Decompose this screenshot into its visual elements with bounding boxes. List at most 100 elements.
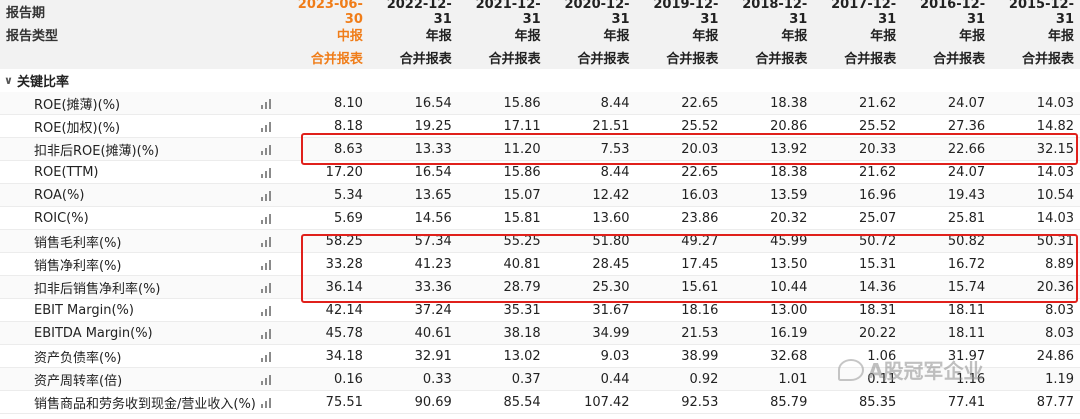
bar-chart-icon[interactable] xyxy=(261,305,272,316)
value-cell: 14.82 xyxy=(1036,118,1075,134)
value-cell: 15.86 xyxy=(503,164,541,180)
header-period-3: 年报 xyxy=(603,29,630,44)
header-date-4[interactable]: 2019-12-31 xyxy=(653,0,719,27)
value-cell: 14.56 xyxy=(414,210,452,226)
value-cell: 85.54 xyxy=(503,394,541,410)
header-period-8: 年报 xyxy=(1047,29,1074,44)
value-cell: 0.37 xyxy=(511,371,541,387)
value-cell: 18.16 xyxy=(681,302,719,318)
bar-chart-icon[interactable] xyxy=(261,328,272,339)
header-date-3[interactable]: 2020-12-31 xyxy=(564,0,630,27)
value-cell: 11.20 xyxy=(503,141,541,157)
value-cell: 24.07 xyxy=(947,95,986,111)
value-cell: 25.52 xyxy=(859,118,897,134)
header-type-7: 合并报表 xyxy=(933,52,986,67)
metric-label: ROA(%) xyxy=(34,187,85,203)
value-cell: 0.44 xyxy=(600,371,630,387)
value-cell: 20.22 xyxy=(859,325,897,341)
bar-chart-icon[interactable] xyxy=(261,282,272,293)
bar-chart-icon[interactable] xyxy=(261,374,272,385)
value-cell: 17.20 xyxy=(325,164,363,180)
value-cell: 90.69 xyxy=(414,394,452,410)
value-cell: 32.91 xyxy=(414,348,452,364)
value-cell: 13.60 xyxy=(592,210,630,226)
value-cell: 32.15 xyxy=(1036,141,1075,157)
header-period-4: 年报 xyxy=(692,29,719,44)
chevron-down-icon[interactable]: ∨ xyxy=(4,74,13,87)
value-cell: 18.38 xyxy=(770,164,808,180)
header-date-0[interactable]: 2023-06-30 xyxy=(297,0,363,27)
value-cell: 17.11 xyxy=(503,118,541,134)
header-date-2[interactable]: 2021-12-31 xyxy=(475,0,541,27)
value-cell: 18.31 xyxy=(859,302,897,318)
metric-label: 扣非后ROE(摊薄)(%) xyxy=(34,143,160,159)
value-cell: 35.31 xyxy=(503,302,541,318)
header-period-5: 年报 xyxy=(781,29,808,44)
value-cell: 77.41 xyxy=(947,394,986,410)
metric-label: 资产负债率(%) xyxy=(34,350,122,366)
header-date-5[interactable]: 2018-12-31 xyxy=(742,0,808,27)
value-cell: 13.02 xyxy=(503,348,541,364)
metric-label: 资产周转率(倍) xyxy=(34,373,123,389)
value-cell: 36.14 xyxy=(325,279,363,295)
value-cell: 38.99 xyxy=(681,348,719,364)
value-cell: 51.80 xyxy=(592,233,630,249)
value-cell: 8.03 xyxy=(1045,325,1075,341)
section-label: 关键比率 xyxy=(16,75,69,90)
value-cell: 16.96 xyxy=(859,187,897,203)
value-cell: 85.79 xyxy=(770,394,808,410)
value-cell: 40.81 xyxy=(503,256,541,272)
bar-chart-icon[interactable] xyxy=(261,98,272,109)
header-date-7[interactable]: 2016-12-31 xyxy=(920,0,986,27)
header-period-6: 年报 xyxy=(870,29,897,44)
value-cell: 33.28 xyxy=(325,256,363,272)
value-cell: 15.86 xyxy=(503,95,541,111)
bar-chart-icon[interactable] xyxy=(261,190,272,201)
value-cell: 25.52 xyxy=(681,118,719,134)
type-label: 报告类型 xyxy=(6,29,59,44)
header-type-5: 合并报表 xyxy=(755,52,808,67)
header-type-4: 合并报表 xyxy=(666,52,719,67)
bar-chart-icon[interactable] xyxy=(261,121,272,132)
header-row-period: 报告类型 中报 年报 年报 年报 年报 年报 年报 年报 年报 xyxy=(0,23,1080,46)
value-cell: 24.07 xyxy=(947,164,986,180)
section-key-ratios[interactable]: ∨ 关键比率 xyxy=(0,69,1080,92)
value-cell: 15.61 xyxy=(681,279,719,295)
bar-chart-icon[interactable] xyxy=(261,213,272,224)
bar-chart-icon[interactable] xyxy=(261,259,272,270)
value-cell: 13.92 xyxy=(770,141,808,157)
table-row: 扣非后ROE(摊薄)(%) 8.63 13.33 11.20 7.53 20.03 13.9… xyxy=(0,138,1080,161)
metric-label: ROE(加权)(%) xyxy=(34,120,121,136)
header-period-2: 年报 xyxy=(514,29,541,44)
header-type-0: 合并报表 xyxy=(310,52,363,67)
value-cell: 22.65 xyxy=(681,164,719,180)
value-cell: 18.11 xyxy=(947,325,986,341)
header-date-8[interactable]: 2015-12-31 xyxy=(1008,0,1074,27)
value-cell: 1.06 xyxy=(867,348,897,364)
value-cell: 7.53 xyxy=(600,141,630,157)
metric-label: 销售净利率(%) xyxy=(34,258,122,274)
value-cell: 18.11 xyxy=(947,302,986,318)
bar-chart-icon[interactable] xyxy=(261,167,272,178)
header-date-6[interactable]: 2017-12-31 xyxy=(831,0,897,27)
value-cell: 1.19 xyxy=(1045,371,1075,387)
table-row: 销售毛利率(%) 58.25 57.34 55.25 51.80 49.27 45.99 50… xyxy=(0,230,1080,253)
bar-chart-icon[interactable] xyxy=(261,144,272,155)
bar-chart-icon[interactable] xyxy=(261,351,272,362)
value-cell: 49.27 xyxy=(681,233,719,249)
value-cell: 33.36 xyxy=(414,279,452,295)
bar-chart-icon[interactable] xyxy=(261,397,272,408)
value-cell: 8.44 xyxy=(600,95,630,111)
header-type-1: 合并报表 xyxy=(399,52,452,67)
value-cell: 10.44 xyxy=(770,279,808,295)
value-cell: 1.16 xyxy=(956,371,986,387)
value-cell: 50.82 xyxy=(947,233,986,249)
value-cell: 19.25 xyxy=(414,118,452,134)
value-cell: 0.16 xyxy=(333,371,363,387)
bar-chart-icon[interactable] xyxy=(261,236,272,247)
header-period-1: 年报 xyxy=(425,29,452,44)
header-row-date: 报告期 2023-06-30 2022-12-31 2021-12-31 2020-1… xyxy=(0,0,1080,27)
header-date-1[interactable]: 2022-12-31 xyxy=(386,0,452,27)
value-cell: 16.54 xyxy=(414,164,452,180)
